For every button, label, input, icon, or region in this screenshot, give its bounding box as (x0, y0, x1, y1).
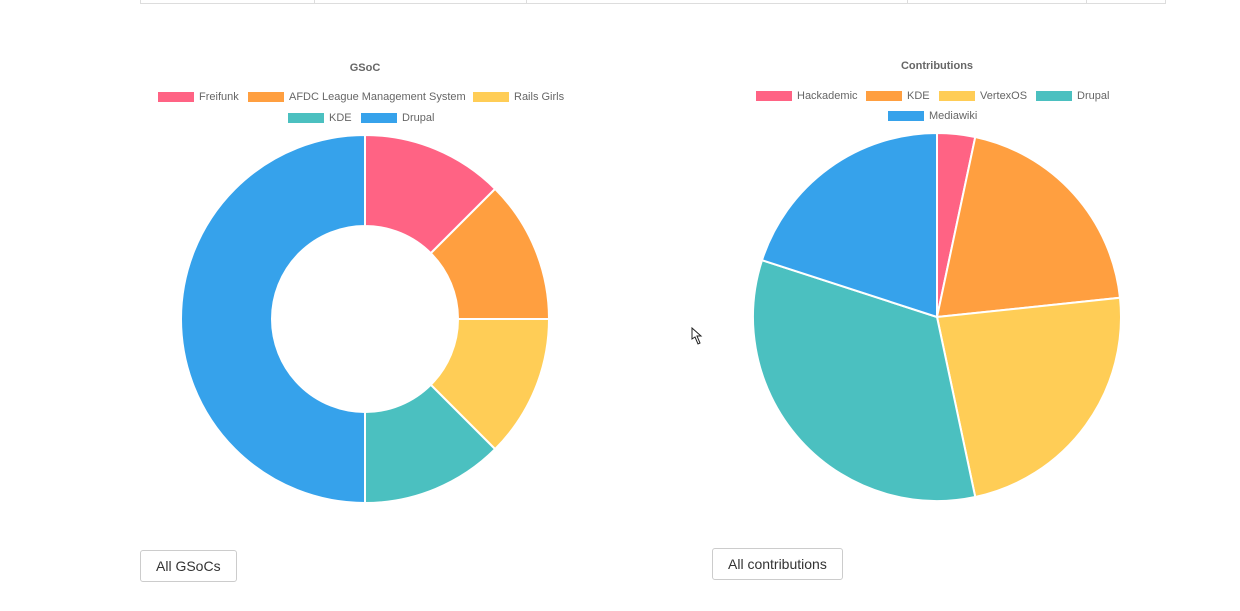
legend-swatch (756, 91, 792, 101)
legend-item[interactable]: AFDC League Management System (248, 91, 466, 103)
table-column-divider (907, 0, 908, 3)
legend-swatch (888, 111, 924, 121)
chart-title: Contributions (900, 60, 974, 72)
legend-item[interactable]: Hackademic (756, 90, 858, 102)
table-column-divider (314, 0, 315, 3)
legend-label: Rails Girls (514, 91, 565, 103)
legend-item[interactable]: Drupal (1036, 90, 1109, 102)
legend-item[interactable]: Freifunk (158, 91, 239, 103)
all-contributions-button[interactable]: All contributions (712, 548, 843, 580)
slice-kde[interactable] (935, 135, 1122, 319)
legend-label: VertexOS (980, 90, 1028, 102)
legend-swatch (288, 113, 324, 123)
table-column-divider (1086, 0, 1087, 3)
chart-title: GSoC (349, 62, 381, 74)
legend-item[interactable]: Drupal (361, 112, 434, 124)
legend-item[interactable]: Rails Girls (473, 91, 564, 103)
legend-label: Freifunk (199, 91, 239, 103)
table-bottom-edge (140, 0, 1166, 4)
all-gsocs-button[interactable]: All GSoCs (140, 550, 237, 582)
legend-label: KDE (329, 112, 352, 124)
legend-swatch (158, 92, 194, 102)
legend-swatch (473, 92, 509, 102)
table-column-divider (526, 0, 527, 3)
slice-mediawiki[interactable] (760, 131, 938, 319)
legend-label: Mediawiki (929, 110, 978, 122)
legend-label: Hackademic (797, 90, 858, 102)
legend-item[interactable]: Mediawiki (888, 110, 977, 122)
legend-label: Drupal (402, 112, 435, 124)
legend-swatch (866, 91, 902, 101)
legend-label: AFDC League Management System (289, 91, 466, 103)
slice-drupal[interactable] (752, 258, 977, 502)
pointer-cursor-icon (691, 327, 703, 345)
legend-item[interactable]: VertexOS (939, 90, 1027, 102)
slice-vertexos[interactable] (935, 296, 1122, 499)
legend-swatch (1036, 91, 1072, 101)
legend-item[interactable]: KDE (288, 112, 352, 124)
legend-label: KDE (907, 90, 930, 102)
legend-label: Drupal (1077, 90, 1110, 102)
legend-swatch (361, 113, 397, 123)
legend-item[interactable]: KDE (866, 90, 930, 102)
slice-drupal[interactable] (180, 133, 366, 505)
legend-swatch (248, 92, 284, 102)
legend-swatch (939, 91, 975, 101)
